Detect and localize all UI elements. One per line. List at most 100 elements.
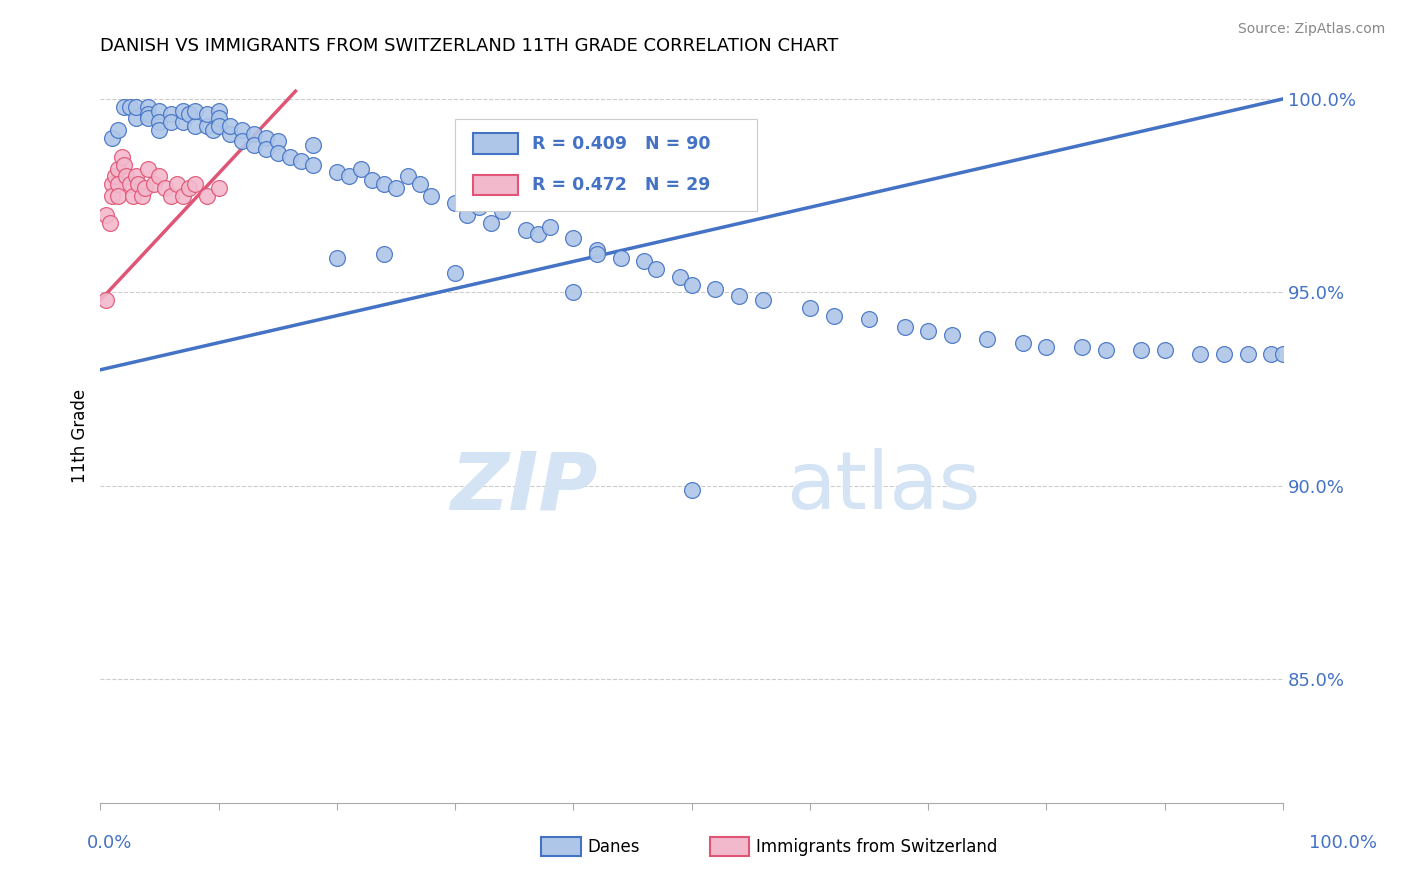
Point <box>254 130 277 145</box>
Point <box>444 196 467 211</box>
Point <box>349 161 371 176</box>
Point <box>1035 340 1057 354</box>
Point <box>1071 340 1094 354</box>
Point <box>111 150 134 164</box>
Point <box>254 142 277 156</box>
Point <box>681 277 703 292</box>
Point <box>177 181 200 195</box>
FancyBboxPatch shape <box>472 134 517 154</box>
Point <box>172 188 194 202</box>
Point <box>160 115 183 129</box>
Text: atlas: atlas <box>786 448 980 526</box>
Point <box>1236 347 1258 361</box>
Point <box>1272 347 1295 361</box>
Point <box>118 177 141 191</box>
Point <box>799 301 821 315</box>
Point <box>823 309 845 323</box>
Point <box>302 158 325 172</box>
Point <box>231 135 253 149</box>
Point <box>148 115 170 129</box>
Point <box>1130 343 1153 358</box>
Point <box>538 219 561 234</box>
Point <box>1011 335 1033 350</box>
Point <box>396 169 419 184</box>
Text: R = 0.409   N = 90: R = 0.409 N = 90 <box>531 135 710 153</box>
FancyBboxPatch shape <box>472 175 517 195</box>
Text: Immigrants from Switzerland: Immigrants from Switzerland <box>756 838 998 855</box>
Point <box>456 208 478 222</box>
Point <box>142 177 165 191</box>
Point <box>751 293 773 307</box>
Point <box>98 216 121 230</box>
Point <box>136 112 159 126</box>
Point <box>122 188 145 202</box>
Point <box>326 251 349 265</box>
Point <box>166 177 188 191</box>
Point <box>125 169 148 184</box>
Point <box>127 177 149 191</box>
Point <box>858 312 880 326</box>
Point <box>337 169 360 184</box>
Point <box>172 103 194 118</box>
Point <box>633 254 655 268</box>
Text: DANISH VS IMMIGRANTS FROM SWITZERLAND 11TH GRADE CORRELATION CHART: DANISH VS IMMIGRANTS FROM SWITZERLAND 11… <box>100 37 838 55</box>
Point <box>267 146 290 161</box>
Point <box>704 281 727 295</box>
Point <box>207 119 229 133</box>
Point <box>125 100 148 114</box>
Point <box>148 169 170 184</box>
Point <box>103 169 125 184</box>
FancyBboxPatch shape <box>456 120 756 211</box>
Point <box>207 112 229 126</box>
Text: 100.0%: 100.0% <box>1309 834 1376 852</box>
Text: Danes: Danes <box>588 838 640 855</box>
Point <box>373 177 395 191</box>
Point <box>184 119 207 133</box>
Point <box>527 227 550 242</box>
Point <box>184 177 207 191</box>
Text: 0.0%: 0.0% <box>87 834 132 852</box>
Point <box>107 123 129 137</box>
Point <box>1153 343 1175 358</box>
Point <box>136 107 159 121</box>
Point <box>609 251 631 265</box>
Point <box>96 293 118 307</box>
Point <box>562 285 585 300</box>
Point <box>645 262 668 277</box>
Point <box>1094 343 1116 358</box>
Point <box>408 177 430 191</box>
Point <box>107 188 129 202</box>
Point <box>302 138 325 153</box>
Point <box>195 119 218 133</box>
Point <box>1212 347 1234 361</box>
Point <box>267 135 290 149</box>
Point <box>728 289 751 303</box>
Point <box>468 200 491 214</box>
Point <box>195 107 218 121</box>
Point <box>243 127 266 141</box>
Point <box>361 173 384 187</box>
Point <box>107 161 129 176</box>
Point <box>1189 347 1212 361</box>
Point <box>115 169 138 184</box>
Point <box>160 107 183 121</box>
Point <box>96 208 118 222</box>
Point <box>243 138 266 153</box>
Point <box>131 188 153 202</box>
Point <box>290 153 312 168</box>
Point <box>155 181 177 195</box>
Point <box>479 216 502 230</box>
Point <box>586 243 609 257</box>
Point <box>681 483 703 497</box>
Point <box>134 181 156 195</box>
Point <box>420 188 443 202</box>
Point <box>219 119 242 133</box>
Text: Source: ZipAtlas.com: Source: ZipAtlas.com <box>1237 22 1385 37</box>
Point <box>184 103 207 118</box>
Point <box>172 115 194 129</box>
Point <box>107 177 129 191</box>
Point <box>231 123 253 137</box>
Point <box>515 223 537 237</box>
Point <box>326 165 349 179</box>
Point <box>101 130 124 145</box>
